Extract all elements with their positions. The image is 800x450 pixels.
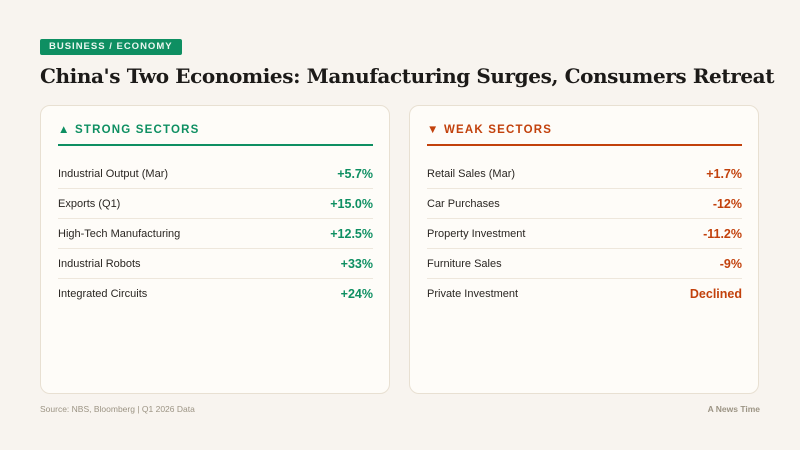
strong-sector-row: Industrial Robots +33% — [58, 249, 373, 279]
sector-value: +5.7% — [337, 166, 373, 181]
sector-value: -12% — [712, 196, 742, 211]
weak-sector-row: Property Investment -11.2% — [427, 219, 742, 249]
sector-value: -11.2% — [703, 226, 742, 241]
weak-sector-row: Retail Sales (Mar) +1.7% — [427, 159, 742, 189]
sector-label: Industrial Robots — [58, 257, 141, 270]
sector-value: Declined — [689, 287, 742, 301]
page-title: China's Two Economies: Manufacturing Sur… — [40, 64, 775, 88]
weak-sector-row: Private Investment Declined — [427, 279, 742, 309]
sector-label: Car Purchases — [427, 197, 500, 210]
source-note: Source: NBS, Bloomberg | Q1 2026 Data — [40, 404, 195, 414]
strong-sector-row: Exports (Q1) +15.0% — [58, 189, 373, 219]
strong-sectors-header: ▲ STRONG SECTORS — [58, 124, 373, 146]
sector-label: Integrated Circuits — [58, 288, 148, 300]
weak-sector-row: Furniture Sales -9% — [427, 249, 742, 279]
sector-value: +33% — [340, 256, 373, 271]
sector-label: Property Investment — [427, 227, 526, 240]
weak-sectors-card: ▼ WEAK SECTORS Retail Sales (Mar) +1.7% Ca… — [409, 105, 759, 394]
brand-name: A News Time — [707, 404, 760, 414]
sector-label: Exports (Q1) — [58, 197, 121, 210]
strong-sector-row: High-Tech Manufacturing +12.5% — [58, 219, 373, 249]
sector-value: +1.7% — [706, 166, 742, 181]
sector-label: Private Investment — [427, 288, 519, 300]
strong-sector-row: Integrated Circuits +24% — [58, 279, 373, 309]
category-tag: BUSINESS / ECONOMY — [40, 39, 182, 55]
sector-value: +12.5% — [330, 226, 373, 241]
sector-label: High-Tech Manufacturing — [58, 227, 181, 240]
weak-sectors-header: ▼ WEAK SECTORS — [427, 124, 742, 146]
strong-sector-row: Industrial Output (Mar) +5.7% — [58, 159, 373, 189]
sector-value: -9% — [719, 256, 742, 271]
sector-value: +24% — [340, 287, 373, 301]
sector-value: +15.0% — [330, 196, 373, 211]
sector-label: Furniture Sales — [427, 257, 502, 270]
sector-label: Retail Sales (Mar) — [427, 167, 516, 180]
weak-sector-row: Car Purchases -12% — [427, 189, 742, 219]
sector-label: Industrial Output (Mar) — [58, 167, 169, 180]
strong-sectors-card: ▲ STRONG SECTORS Industrial Output (Mar)… — [40, 105, 390, 394]
